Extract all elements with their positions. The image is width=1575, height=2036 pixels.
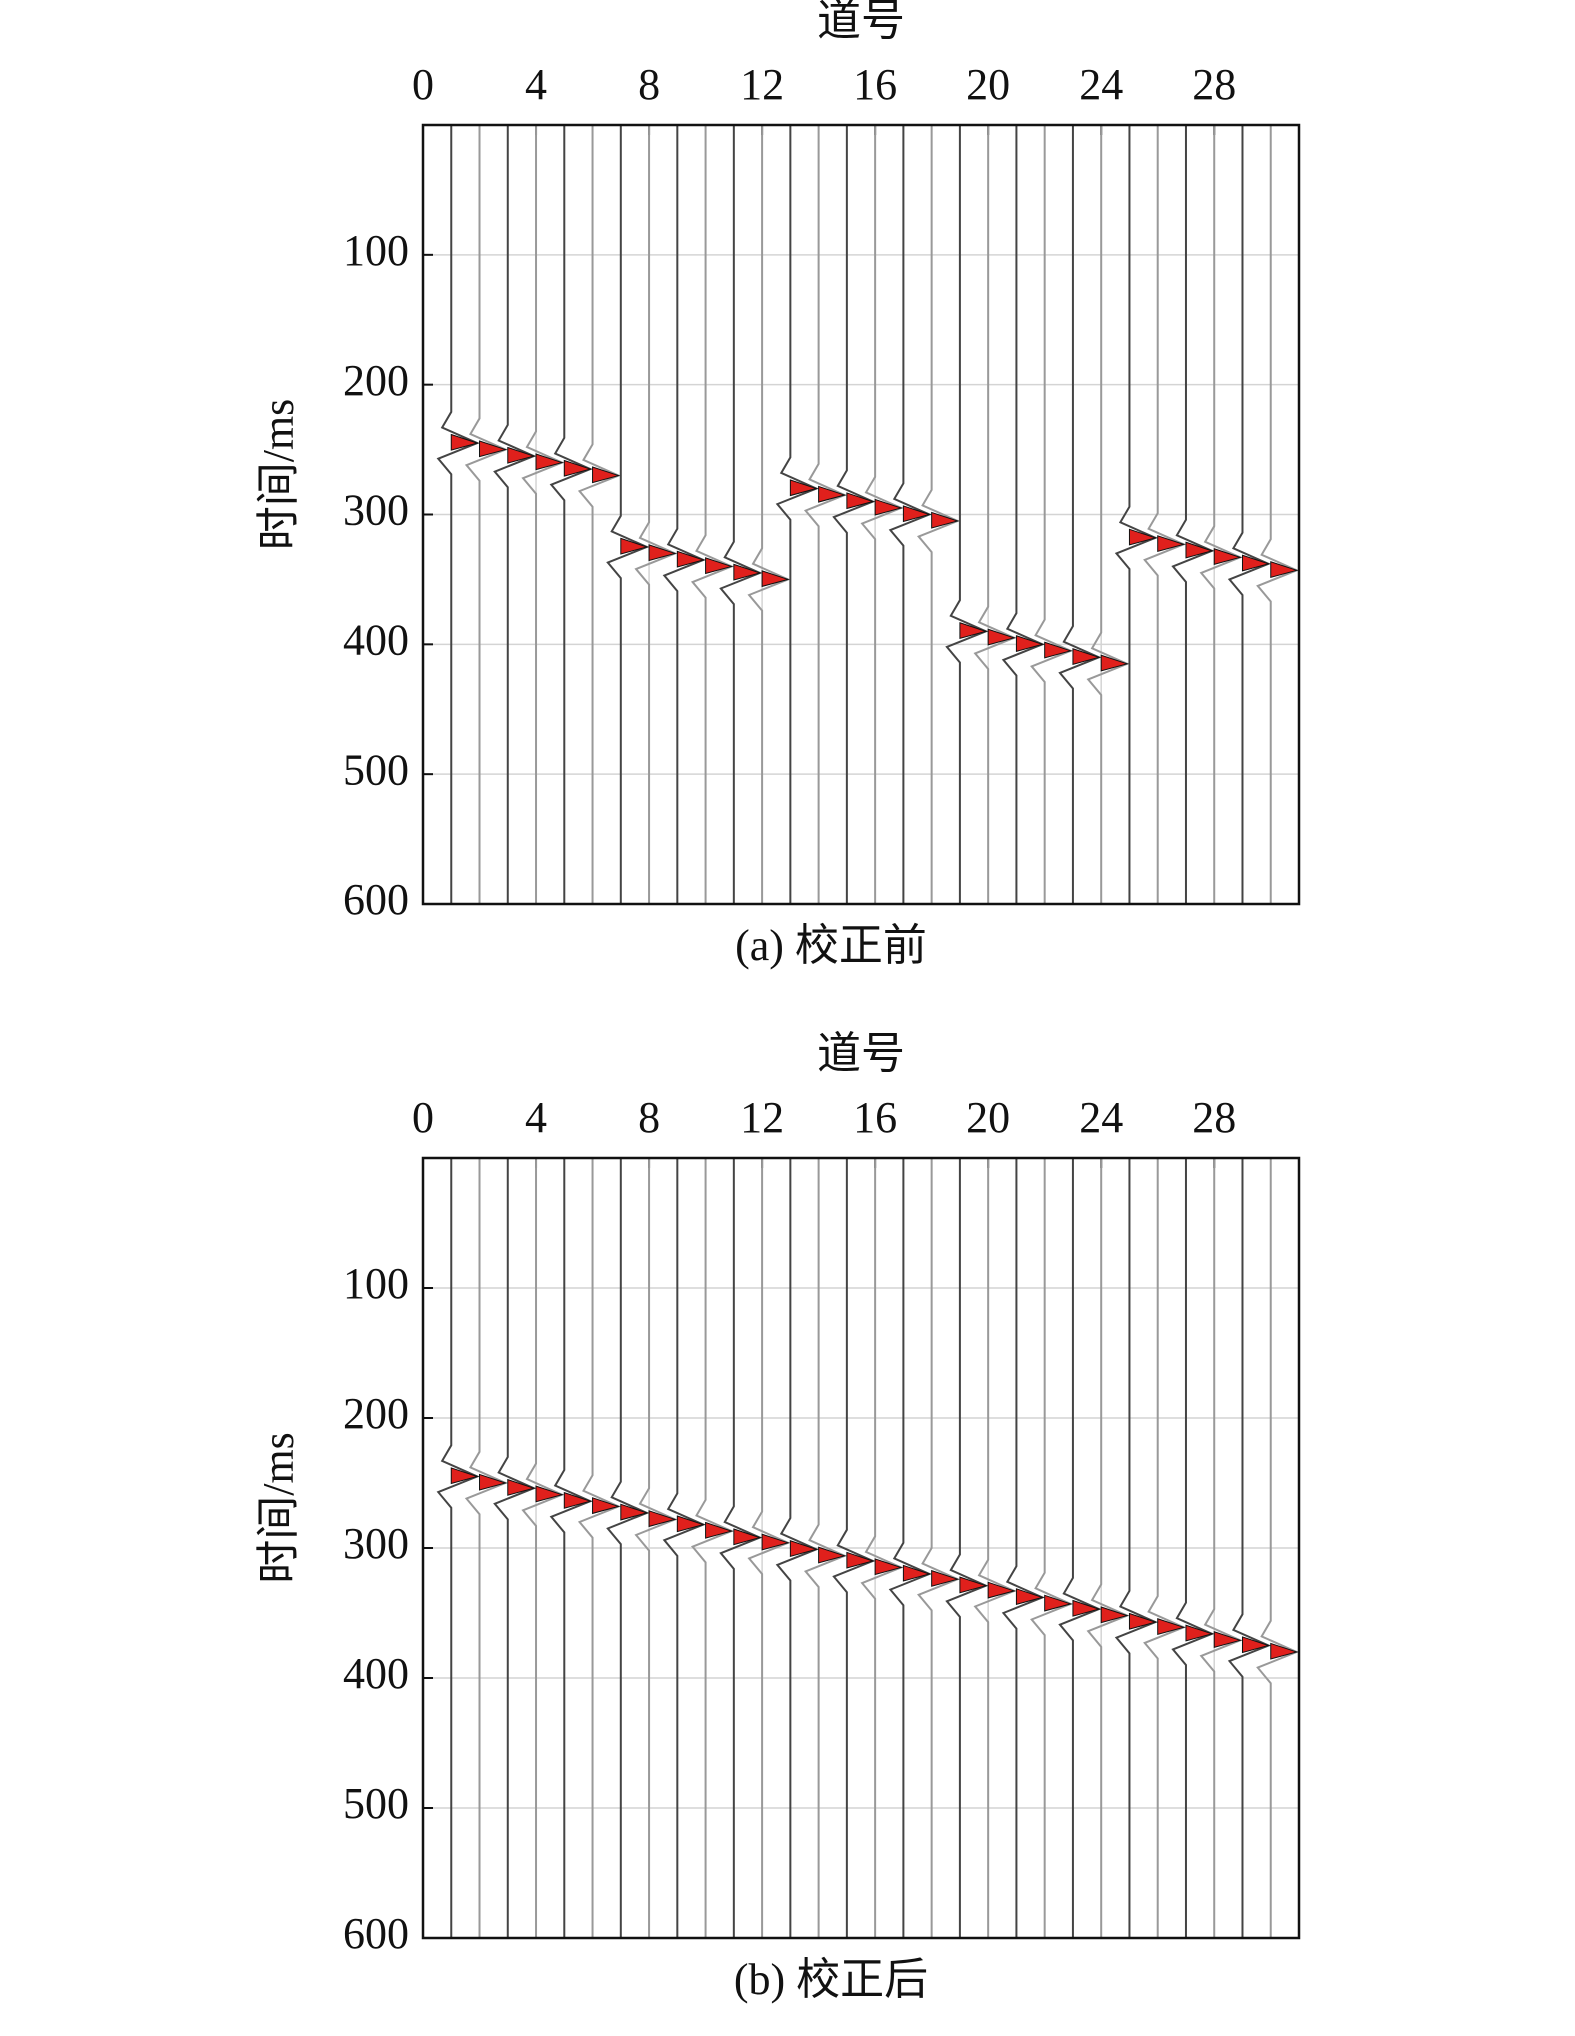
peak-fill [761,570,790,588]
x-axis-label: 道号 [817,0,905,45]
peak-fill [507,1478,536,1496]
peak-fill [874,498,903,516]
x-tick-label: 24 [1079,60,1123,109]
peak-fill [479,440,508,458]
peak-fill [761,1533,790,1551]
x-tick-label: 28 [1192,60,1236,109]
peak-fill [1270,561,1299,578]
x-tick-label: 0 [412,1093,434,1142]
peak-fill [931,1569,960,1587]
x-tick-label: 8 [638,60,660,109]
peak-fill [1044,641,1073,659]
peak-fill [874,1558,903,1576]
peak-fill [563,459,593,477]
peak-fill [959,622,988,640]
peak-fill [818,1546,847,1564]
plot-frame [421,1156,1301,1940]
x-tick-label: 20 [966,60,1010,109]
peak-fill [705,557,734,575]
x-tick-label: 4 [525,60,547,109]
peak-fill [450,1467,479,1485]
peak-fill [479,1473,508,1491]
peak-fill [1241,1636,1271,1654]
y-tick-label: 600 [343,1909,409,1958]
y-tick-label: 400 [343,615,409,664]
peak-fill [1185,541,1214,559]
peak-fill [818,485,847,503]
peak-fill [1128,1612,1158,1630]
peak-fill [563,1491,593,1509]
peak-fill [846,492,875,510]
x-tick-label: 12 [740,1093,784,1142]
peak-fill [1100,654,1129,672]
x-tick-label: 16 [853,1093,897,1142]
peak-fill [1213,548,1242,566]
y-tick-label: 500 [343,1779,409,1828]
peak-fill [592,466,621,484]
peak-fill [620,1503,649,1521]
peak-fill [931,511,960,529]
peak-fill [1072,1599,1101,1617]
peak-fill [450,433,480,451]
peak-fill [987,1581,1016,1599]
peak-fill [507,446,536,464]
peak-fill [1044,1594,1073,1612]
peak-fill [902,505,932,523]
x-axis-label: 道号 [817,1029,905,1078]
peak-fill [846,1551,875,1569]
peak-fill [1157,535,1186,553]
peak-fill [1241,554,1271,572]
x-tick-label: 28 [1192,1093,1236,1142]
y-tick-label: 200 [343,356,409,405]
peak-fill [648,544,677,562]
peak-fill [1213,1631,1242,1648]
peak-fill [1072,648,1101,665]
peak-fill [789,1540,819,1557]
peak-fill [1015,635,1045,652]
x-tick-label: 16 [853,60,897,109]
peak-fill [535,453,564,471]
peak-fill [535,1485,564,1503]
peak-fill [733,563,762,581]
y-tick-label: 500 [343,745,409,794]
y-tick-label: 600 [343,875,409,924]
y-tick-label: 300 [343,486,409,535]
peak-fill [1185,1624,1214,1642]
x-tick-label: 8 [638,1093,660,1142]
x-tick-label: 0 [412,60,434,109]
peak-fill [1128,528,1158,546]
y-tick-label: 200 [343,1389,409,1438]
peak-fill [592,1497,621,1515]
peak-fill [987,628,1016,646]
x-tick-label: 20 [966,1093,1010,1142]
peak-fill [902,1564,932,1582]
x-tick-label: 4 [525,1093,547,1142]
peak-fill [620,537,649,555]
y-tick-label: 100 [343,226,409,275]
y-axis-label: 时间/ms [254,1432,303,1584]
peak-fill [648,1510,677,1528]
peak-fill [1015,1588,1045,1606]
plot-frame [421,123,1301,906]
peak-fill [1157,1618,1186,1635]
x-tick-label: 12 [740,60,784,109]
peak-fill [959,1576,988,1594]
y-tick-label: 100 [343,1259,409,1308]
y-tick-label: 400 [343,1649,409,1698]
y-axis-label: 时间/ms [254,399,303,551]
peak-fill [705,1521,734,1539]
peak-fill [1100,1606,1129,1624]
peak-fill [733,1528,762,1546]
y-tick-label: 300 [343,1519,409,1568]
caption: (a) 校正前 [735,921,927,970]
peak-fill [1270,1642,1299,1660]
peak-fill [676,1515,706,1533]
peak-fill [789,479,819,497]
x-tick-label: 24 [1079,1093,1123,1142]
peak-fill [676,550,706,568]
caption: (b) 校正后 [734,1955,928,2004]
